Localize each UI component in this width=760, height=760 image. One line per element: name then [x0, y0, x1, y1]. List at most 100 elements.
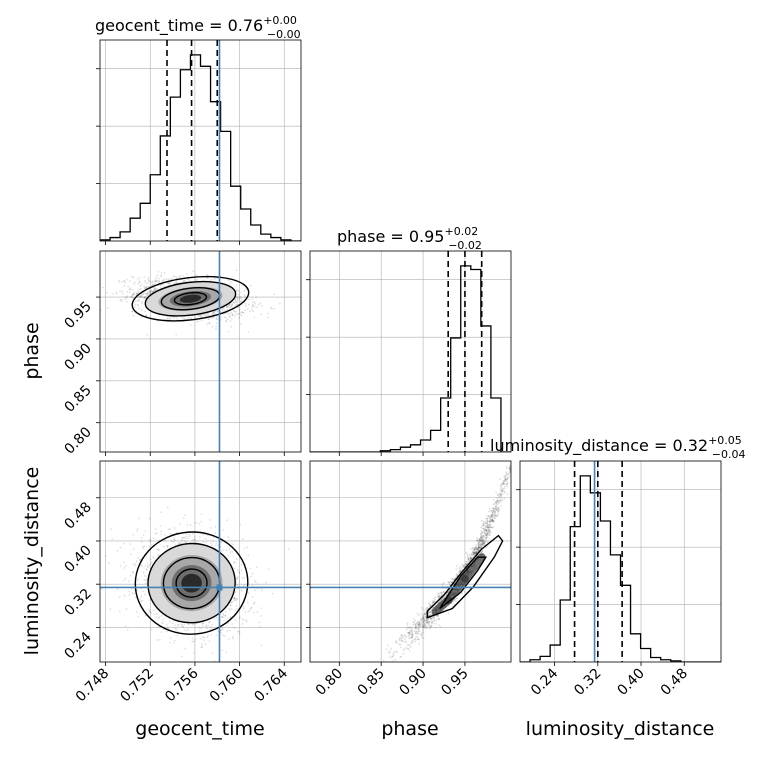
sample-point [480, 539, 482, 542]
sample-point [214, 532, 217, 534]
sample-point [176, 634, 179, 637]
sample-point [486, 517, 488, 520]
sample-point [488, 520, 491, 523]
sample-point [486, 541, 489, 543]
sample-point [234, 591, 237, 594]
sample-point [221, 308, 224, 311]
sample-point [239, 323, 242, 325]
sample-point [498, 499, 501, 502]
sample-point [499, 478, 501, 480]
sample-point [418, 630, 421, 633]
sample-point [481, 544, 484, 547]
sample-point [421, 626, 424, 629]
sample-point [488, 514, 490, 517]
sample-point [238, 312, 240, 315]
sample-point [244, 288, 247, 291]
sample-point [150, 290, 153, 293]
sample-point [114, 291, 117, 294]
sample-point [158, 638, 161, 641]
y-tick-label: 0.95 [61, 299, 94, 332]
sample-point [466, 554, 469, 557]
sample-point [486, 515, 489, 518]
sample-point [212, 536, 215, 539]
sample-point [468, 558, 471, 561]
sample-point [252, 310, 255, 313]
sample-point [146, 292, 148, 295]
sample-point [418, 621, 421, 624]
sample-point [479, 539, 481, 542]
sample-point [502, 482, 505, 485]
sample-point [414, 623, 416, 626]
sample-point [227, 330, 230, 333]
sample-point [130, 296, 133, 299]
sample-point [179, 275, 181, 278]
sample-point [473, 553, 475, 556]
sample-point [487, 528, 489, 531]
sample-point [477, 543, 480, 545]
sample-point [492, 520, 495, 523]
sample-point [495, 501, 498, 504]
sample-point [499, 497, 502, 499]
sample-point [253, 305, 256, 308]
sample-point [226, 630, 229, 632]
sample-point [228, 304, 231, 307]
sample-point [393, 650, 396, 653]
sample-point [480, 546, 483, 548]
sample-point [236, 295, 238, 298]
sample-point [418, 625, 420, 628]
sample-point [129, 287, 132, 290]
sample-point [184, 537, 187, 540]
sample-point [432, 601, 435, 604]
sample-point [212, 313, 214, 316]
sample-point [519, 432, 521, 434]
sample-point [477, 548, 479, 551]
sample-point [477, 547, 479, 550]
sample-point [109, 608, 112, 611]
sample-point [119, 546, 122, 549]
sample-point [172, 540, 175, 543]
sample-point [472, 551, 475, 554]
sample-point [166, 545, 168, 547]
sample-point [134, 564, 137, 567]
sample-point [414, 624, 417, 627]
sample-point [136, 292, 138, 295]
sample-point [503, 487, 506, 490]
sample-point [240, 295, 242, 298]
sample-point [498, 495, 501, 498]
sample-point [111, 538, 114, 541]
sample-point [437, 617, 440, 620]
sample-point [116, 549, 119, 552]
sample-point [206, 277, 209, 279]
sample-point [475, 550, 478, 553]
sample-point [432, 601, 435, 604]
sample-point [195, 521, 197, 524]
sample-point [508, 468, 511, 471]
sample-point [477, 546, 480, 548]
sample-point [126, 290, 129, 293]
sample-point [409, 636, 412, 639]
sample-point [482, 520, 485, 523]
sample-point [234, 561, 237, 564]
sample-point [240, 314, 243, 317]
sample-point [140, 288, 142, 290]
sample-point [181, 539, 184, 541]
sample-point [480, 535, 483, 537]
sample-point [413, 630, 416, 632]
sample-point [472, 547, 474, 550]
sample-point [148, 539, 151, 542]
sample-point [225, 651, 228, 654]
sample-point [144, 579, 147, 582]
sample-point [404, 635, 407, 637]
sample-point [213, 311, 216, 313]
sample-point [501, 492, 504, 495]
sample-point [242, 605, 245, 608]
sample-point [175, 628, 178, 631]
sample-point [243, 584, 246, 587]
sample-point [436, 596, 439, 599]
sample-point [504, 480, 507, 483]
sample-point [141, 545, 144, 548]
sample-point [108, 562, 110, 564]
sample-point [236, 303, 238, 306]
sample-point [217, 619, 219, 622]
sample-point [480, 519, 483, 522]
